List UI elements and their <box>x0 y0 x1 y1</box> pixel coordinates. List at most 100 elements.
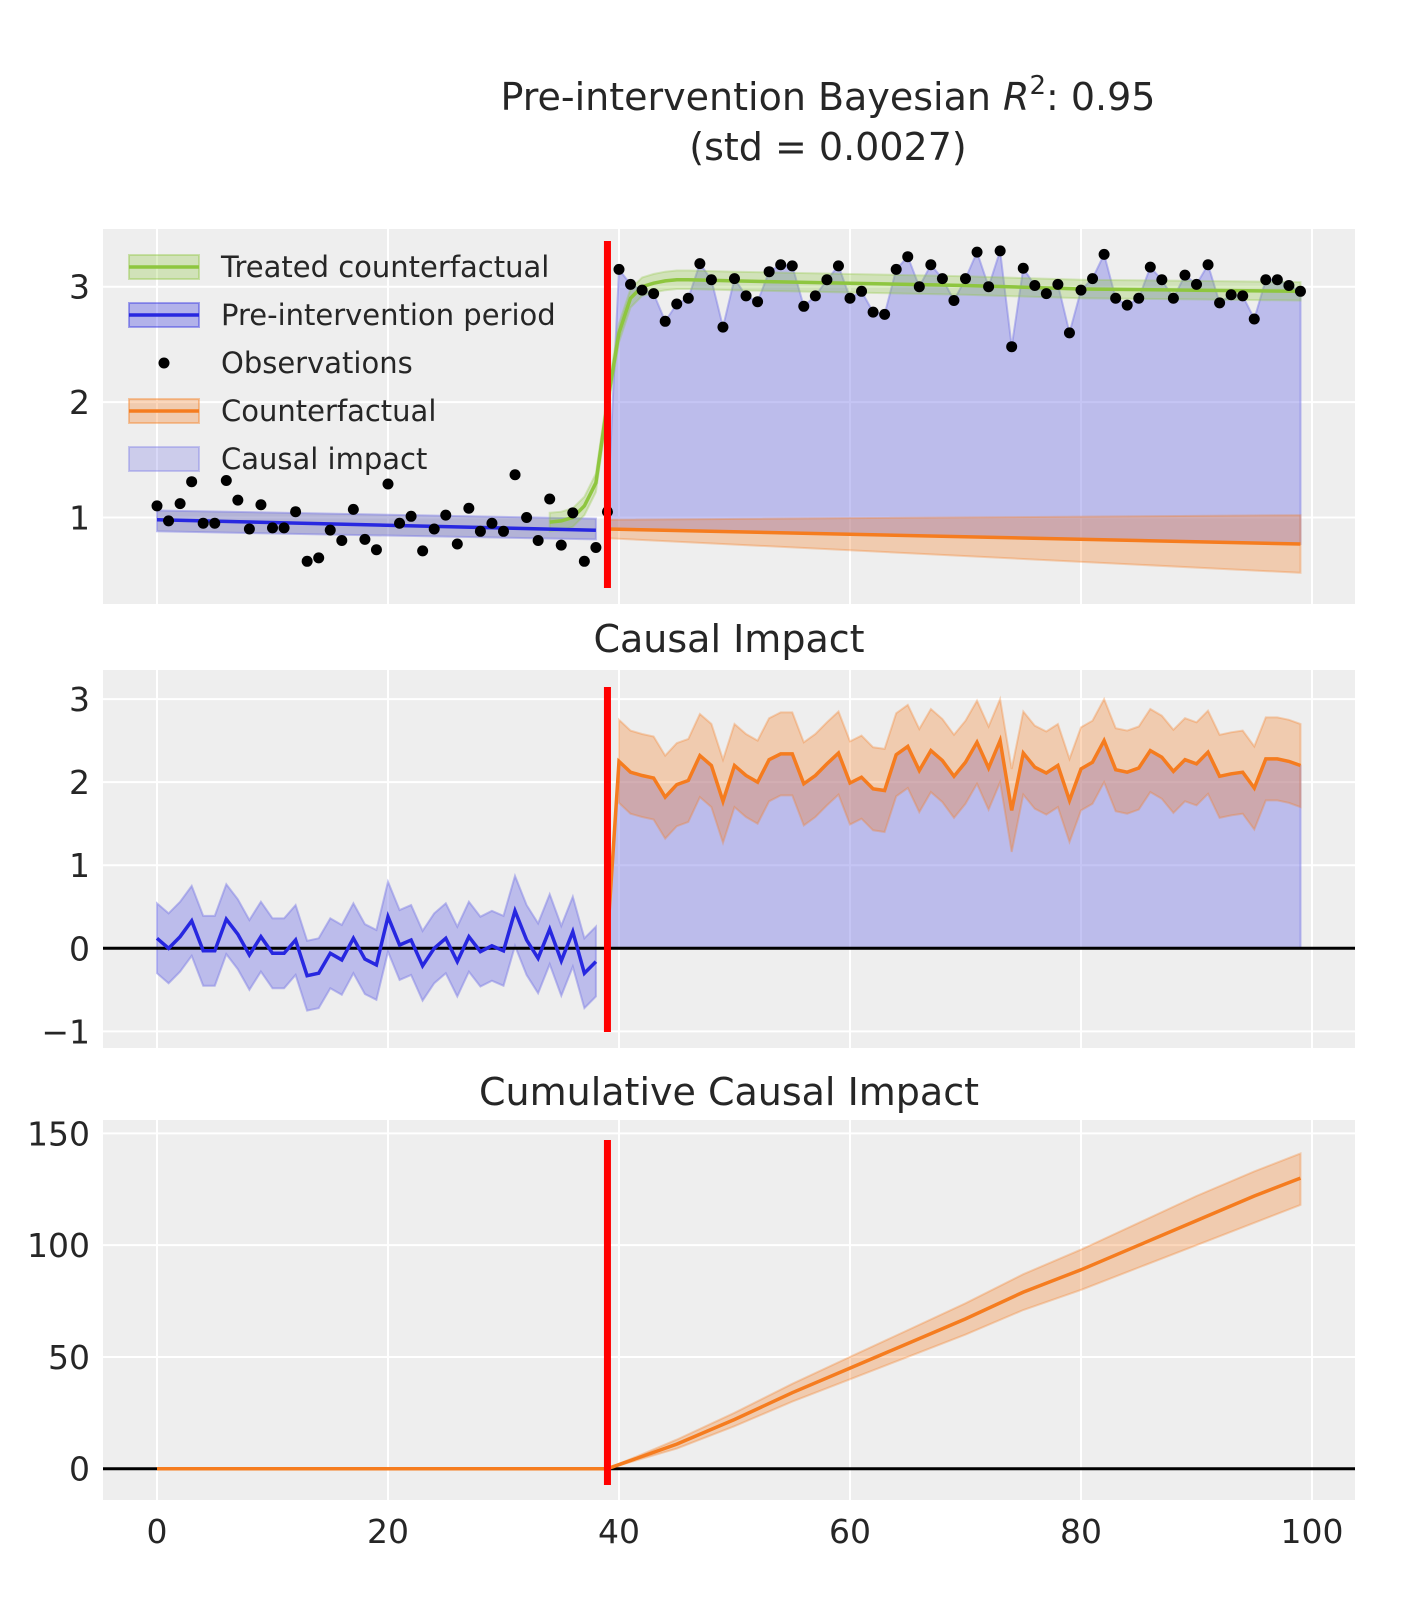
observation-point <box>648 288 660 300</box>
legend-swatch-dot <box>158 357 170 369</box>
observation-point <box>474 525 486 537</box>
y-tick-label: 150 <box>27 1114 90 1153</box>
observation-point <box>1017 262 1029 274</box>
observation-point <box>1040 288 1052 300</box>
observation-point <box>278 522 290 534</box>
panel-causal-impact: Causal Impact −1 0 1 2 3 <box>41 617 1355 1051</box>
observation-point <box>960 273 971 285</box>
figure-subtitle: (std = 0.0027) <box>689 125 966 169</box>
observation-point <box>902 251 914 263</box>
legend-label: Treated counterfactual <box>220 250 549 284</box>
observation-point <box>267 522 278 534</box>
observation-point <box>971 246 983 258</box>
observation-point <box>186 476 198 488</box>
observation-point <box>729 273 740 285</box>
observation-point <box>163 515 175 527</box>
observation-point <box>1191 278 1202 290</box>
observation-point <box>209 517 221 529</box>
legend-item: Observations <box>158 346 413 380</box>
legend-item: Treated counterfactual <box>128 250 549 284</box>
legend-label: Pre-intervention period <box>221 298 556 332</box>
panel-title-causal-impact: Causal Impact <box>593 617 864 661</box>
panel-title-cumulative: Cumulative Causal Impact <box>479 1070 979 1114</box>
observation-point <box>994 245 1006 257</box>
observation-point <box>301 555 313 567</box>
observation-point <box>417 545 429 557</box>
post-impact-band <box>618 695 1302 853</box>
observation-point <box>1167 292 1179 304</box>
observation-point <box>1029 280 1041 292</box>
observation-point <box>232 494 244 506</box>
observation-point <box>809 290 821 302</box>
legend-label: Causal impact <box>221 442 427 476</box>
observation-point <box>821 274 833 286</box>
observation-point <box>613 263 625 275</box>
observation-point <box>740 290 752 302</box>
legend-label: Counterfactual <box>221 394 436 428</box>
y-tick-label: 3 <box>69 268 90 307</box>
observation-point <box>786 260 798 272</box>
legend: Treated counterfactual Pre-intervention p… <box>128 250 556 476</box>
observation-point <box>486 517 498 529</box>
y-tick-label: 0 <box>69 1450 90 1489</box>
observation-point <box>1237 290 1249 302</box>
observation-point <box>151 500 163 512</box>
y-tick-label: 2 <box>69 763 90 802</box>
x-tick-label: 60 <box>829 1512 871 1551</box>
observation-point <box>394 517 406 529</box>
pre-impact-line <box>155 905 598 978</box>
observation-point <box>936 273 948 285</box>
x-tick-label: 80 <box>1060 1512 1102 1551</box>
observation-point <box>382 478 394 490</box>
plot-area <box>103 670 1355 1048</box>
y-tick-label: 100 <box>27 1226 90 1265</box>
observation-point <box>717 321 729 333</box>
observation-point <box>567 507 579 519</box>
observation-point <box>509 469 521 481</box>
observation-point <box>1294 285 1306 297</box>
observation-point <box>255 499 267 511</box>
observation-point <box>1271 274 1283 286</box>
counterfactual-line <box>607 527 1301 546</box>
observation-point <box>1098 248 1110 260</box>
observation-point <box>1283 280 1295 292</box>
observation-point <box>463 502 475 514</box>
observation-point <box>243 523 255 535</box>
observation-point <box>625 278 637 290</box>
observation-point <box>370 544 382 556</box>
y-tick-label: 1 <box>69 498 90 537</box>
observation-point <box>1052 278 1064 290</box>
y-tick-label: 2 <box>69 383 90 422</box>
observation-point <box>659 315 671 327</box>
observation-point <box>347 503 359 515</box>
observation-point <box>590 541 602 553</box>
observation-point <box>948 295 960 307</box>
observation-point <box>1110 292 1122 304</box>
observation-point <box>867 306 879 318</box>
y-tick-label: −1 <box>41 1012 90 1051</box>
y-tick-label: 3 <box>69 680 90 719</box>
legend-item: Counterfactual <box>128 394 436 428</box>
post-impact-line <box>605 734 1302 938</box>
x-tick-label: 100 <box>1281 1512 1344 1551</box>
legend-item: Causal impact <box>128 442 427 476</box>
observation-point <box>1087 273 1099 285</box>
observation-point <box>544 493 556 505</box>
y-tick-label: 1 <box>69 846 90 885</box>
observation-point <box>174 498 186 510</box>
observation-point <box>359 533 371 545</box>
observation-point <box>555 539 567 551</box>
observation-point <box>220 475 232 487</box>
observation-point <box>451 538 463 550</box>
observation-point <box>313 552 325 564</box>
treated-counterfactual-line <box>549 278 1301 524</box>
observation-point <box>694 258 706 270</box>
observation-point <box>705 274 717 286</box>
observation-point <box>1248 313 1260 325</box>
observation-point <box>983 281 995 293</box>
observation-point <box>521 511 533 523</box>
observation-point <box>1225 289 1237 301</box>
observation-point <box>636 284 648 296</box>
observation-point <box>1144 261 1156 273</box>
